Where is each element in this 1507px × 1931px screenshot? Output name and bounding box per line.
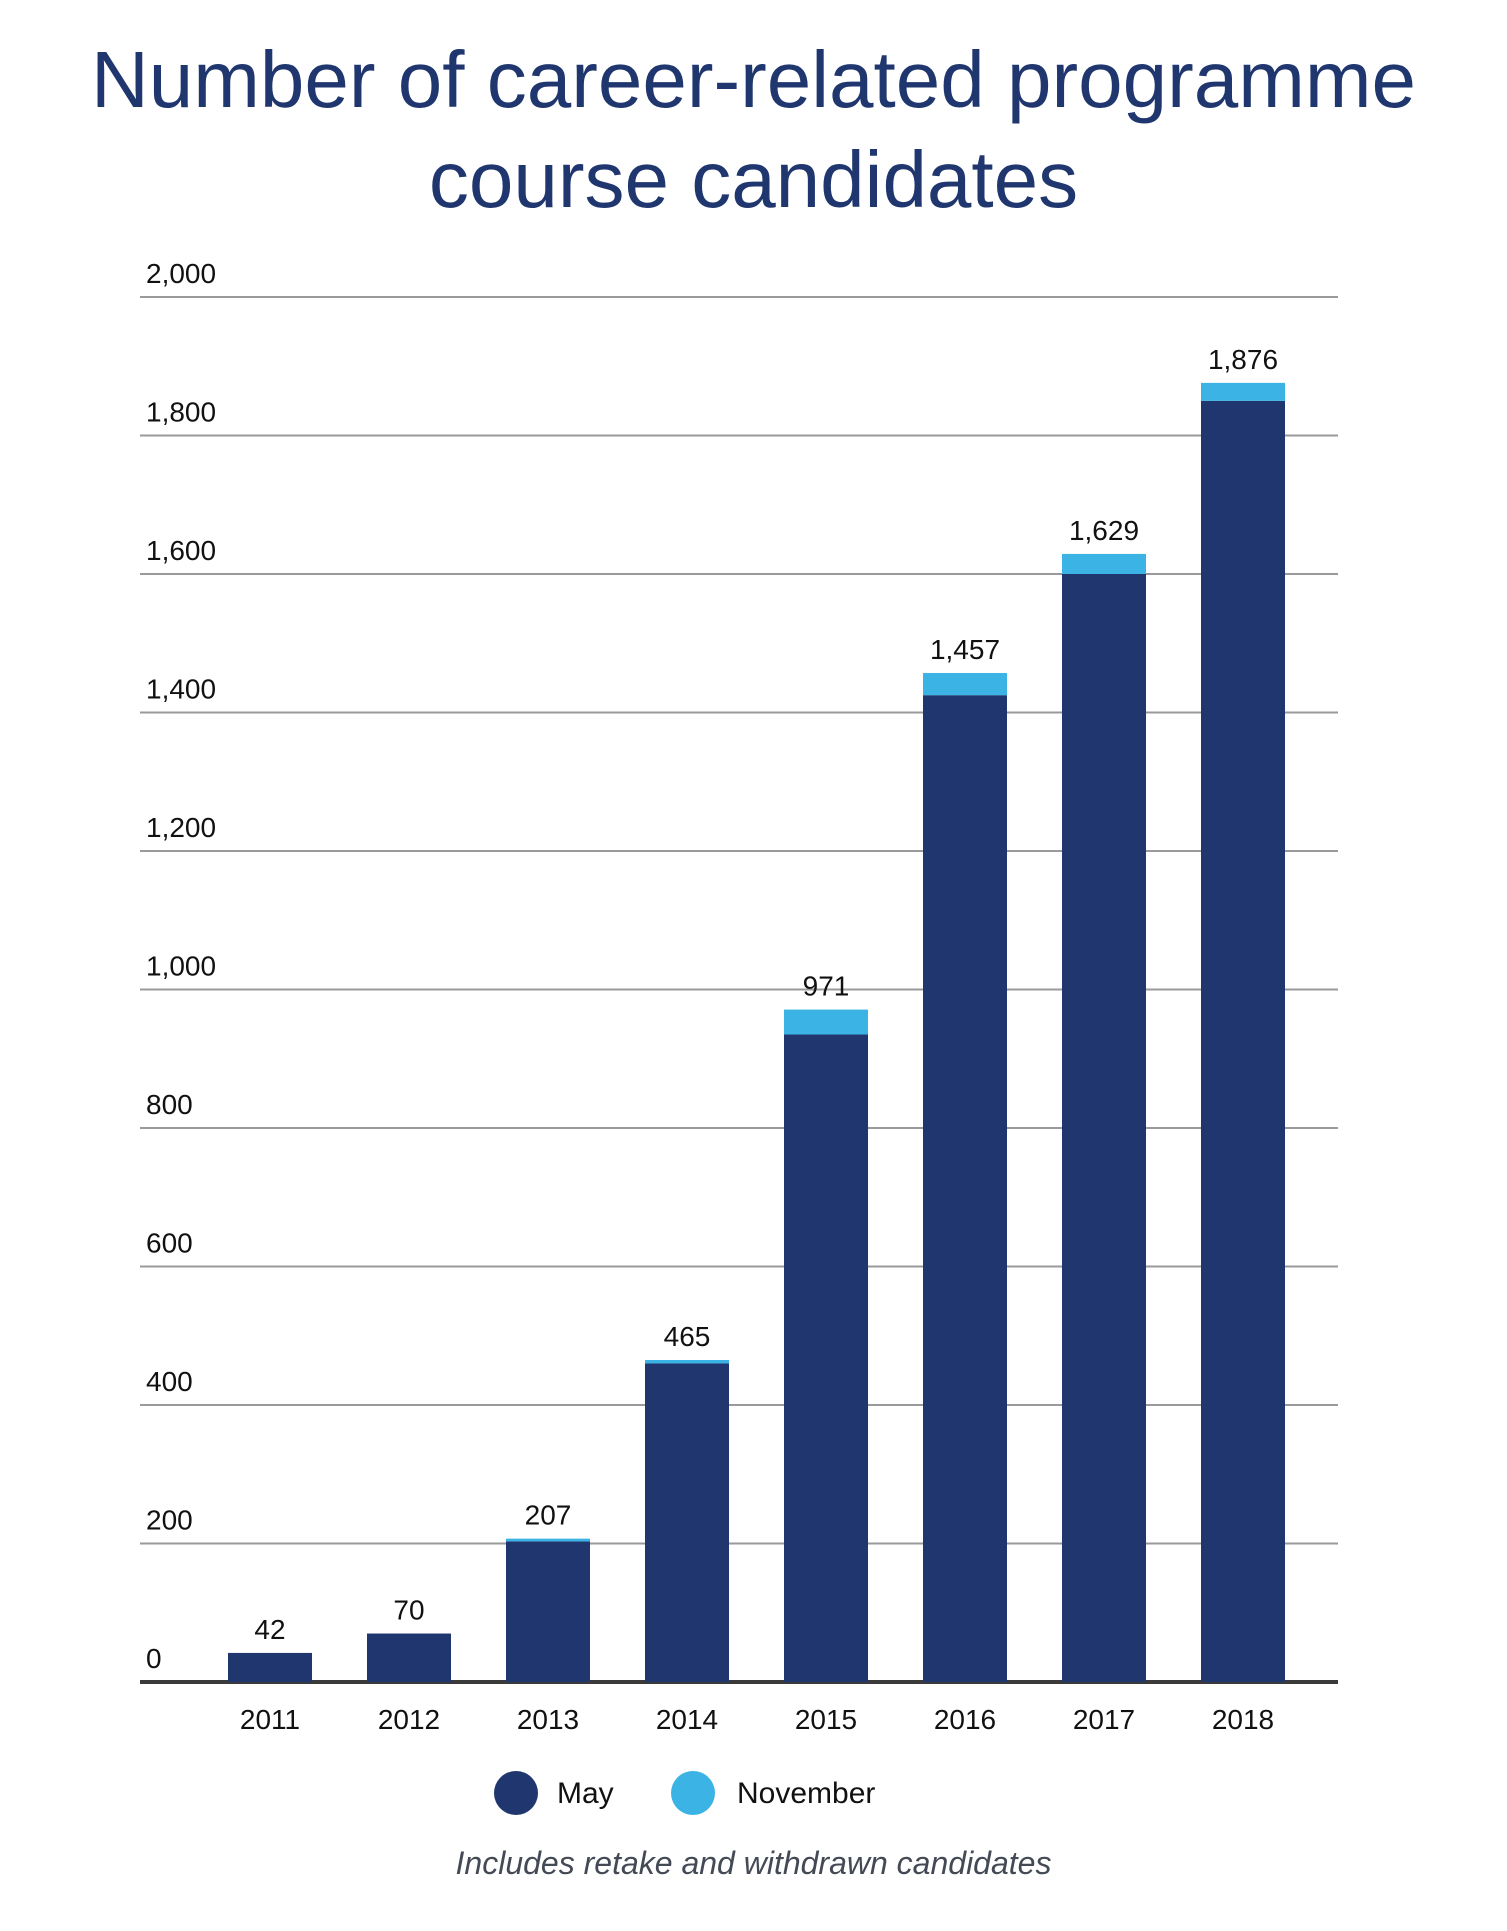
- legend-label-may: May: [557, 1777, 614, 1810]
- y-tick-label-2000: 2,000: [146, 258, 216, 289]
- bars: [228, 382, 1285, 1682]
- x-tick-label-2014: 2014: [656, 1704, 718, 1735]
- legend-swatch-november: [671, 1771, 715, 1815]
- footnote: Includes retake and withdrawn candidates: [455, 1845, 1052, 1881]
- x-tick-label-2016: 2016: [934, 1704, 996, 1735]
- bar-may-2016: [923, 695, 1007, 1682]
- legend-label-november: November: [737, 1777, 875, 1810]
- legend: May November: [494, 1771, 875, 1815]
- bar-november-2017: [1062, 553, 1146, 574]
- y-tick-label-800: 800: [146, 1089, 193, 1120]
- bar-may-2012: [367, 1633, 451, 1682]
- gridlines: [140, 296, 1338, 1684]
- bar-total-label-2013: 207: [525, 1500, 572, 1531]
- bar-total-label-2016: 1,457: [930, 634, 1000, 665]
- bar-may-2018: [1201, 400, 1285, 1682]
- bar-may-2015: [784, 1034, 868, 1682]
- y-axis-tick-labels: 0 200 400 600 800 1,000 1,200 1,400 1,600 1,800 2,…: [146, 258, 216, 1674]
- x-tick-label-2015: 2015: [795, 1704, 857, 1735]
- x-tick-label-2017: 2017: [1073, 1704, 1135, 1735]
- bar-november-2014: [645, 1359, 729, 1364]
- y-tick-label-600: 600: [146, 1228, 193, 1259]
- y-tick-label-0: 0: [146, 1643, 162, 1674]
- y-tick-label-1000: 1,000: [146, 951, 216, 982]
- x-tick-label-2018: 2018: [1212, 1704, 1274, 1735]
- bar-may-2013: [506, 1541, 590, 1682]
- bar-november-2018: [1201, 382, 1285, 401]
- bar-may-2017: [1062, 574, 1146, 1682]
- bar-total-label-2014: 465: [664, 1321, 711, 1352]
- y-tick-label-400: 400: [146, 1366, 193, 1397]
- bar-total-labels: 42 70 207 465 971 1,457 1,629 1,876: [254, 344, 1278, 1645]
- bar-total-label-2011: 42: [254, 1614, 285, 1645]
- bar-total-label-2012: 70: [393, 1595, 424, 1626]
- y-tick-label-1400: 1,400: [146, 674, 216, 705]
- bar-total-label-2017: 1,629: [1069, 515, 1139, 546]
- x-axis-tick-labels: 2011 2012 2013 2014 2015 2016 2017 2018: [240, 1704, 1274, 1735]
- chart-title-line-1: Number of career-related programme: [91, 35, 1416, 124]
- bar-may-2011: [228, 1652, 312, 1682]
- y-tick-label-1800: 1,800: [146, 397, 216, 428]
- y-tick-label-200: 200: [146, 1505, 193, 1536]
- bar-may-2014: [645, 1363, 729, 1682]
- bar-november-2013: [506, 1538, 590, 1542]
- bar-total-label-2018: 1,876: [1208, 344, 1278, 375]
- legend-swatch-may: [494, 1771, 538, 1815]
- bar-november-2015: [784, 1009, 868, 1035]
- bar-total-label-2015: 971: [803, 971, 850, 1002]
- y-tick-label-1600: 1,600: [146, 535, 216, 566]
- x-tick-label-2012: 2012: [378, 1704, 440, 1735]
- chart-title-line-2: course candidates: [428, 135, 1079, 224]
- x-tick-label-2013: 2013: [517, 1704, 579, 1735]
- y-tick-label-1200: 1,200: [146, 812, 216, 843]
- bar-november-2016: [923, 673, 1007, 696]
- chart-title: Number of career-related programme cours…: [0, 30, 1507, 230]
- x-tick-label-2011: 2011: [240, 1704, 300, 1735]
